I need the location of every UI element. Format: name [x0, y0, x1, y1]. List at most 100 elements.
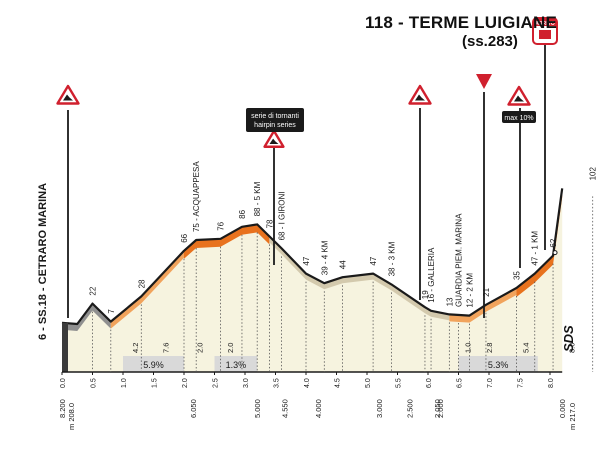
km-marker-label: 35 [512, 271, 521, 280]
km-marker-label: 22 [89, 286, 98, 295]
axis-tick-label: 5.5 [396, 378, 403, 388]
icon-layer: ARRIVO serie di tornanti hairpin series max… [56, 17, 558, 256]
marker-poles [67, 44, 594, 372]
warning-triangle-outline [408, 84, 432, 105]
km-marker-label: 66 [180, 233, 189, 242]
climb-band-light [110, 250, 184, 329]
km-marker-label: 62 [549, 238, 558, 247]
gradient-box [458, 356, 538, 372]
label-layer: 5.9% 1.3% 5.3% 4.2 7.6 2.0 2.0 1.0 2.8 5.4 8.0 8.0 2… [37, 161, 602, 430]
axis-tick-label: 4.5 [335, 378, 342, 388]
km-marker-label: 21 [482, 287, 491, 296]
km-marker-label: 68 - I GIRONI [278, 191, 287, 240]
km-marker-label: 39 - 4 KM [320, 240, 329, 275]
axis-tick-label: 1.0 [121, 378, 128, 388]
distance-remaining-label: 2.000 [436, 399, 445, 418]
km-marker-label: 47 [302, 256, 311, 265]
axis-tick-label: 0.5 [91, 378, 98, 388]
km-marker-label: 75 - ACQUAPPESA [192, 161, 201, 232]
brand-logo: SDS [561, 325, 576, 352]
axis-tick-label: 6.0 [426, 378, 433, 388]
km-marker-label: 12 - 2 KM [465, 273, 474, 308]
distance-remaining-label: 0.000 [558, 399, 567, 418]
max-gradient-box [502, 111, 536, 123]
start-warning-icon [56, 84, 80, 105]
final-climb-band-orange [516, 188, 563, 297]
km-marker-label: 13 [445, 297, 454, 306]
lower-value: 1.0 [464, 343, 473, 353]
hairpin-warning-icon [263, 129, 285, 148]
axis-tick-label: 5.0 [365, 378, 372, 388]
axis-tick-label: 7.5 [518, 378, 525, 388]
km-marker-label: 86 [238, 209, 247, 218]
km-marker-label: 44 [339, 260, 348, 269]
km-marker-label: 88 - 5 KM [253, 181, 262, 216]
km-marker-label: 16 - GALLERIA [427, 247, 436, 303]
distance-remaining-label: 2.050 [433, 399, 442, 418]
axis-tick-label: 1.5 [152, 378, 159, 388]
axis-tick-label: 3.5 [274, 378, 281, 388]
km-marker-label: 47 - 1 KM [531, 231, 540, 266]
km-marker-label: 76 [217, 221, 226, 230]
axis-tick-label: 0.0 [60, 378, 67, 388]
last-km-triangle-icon [476, 74, 492, 89]
gradient-label: 5.3% [488, 360, 509, 370]
altitude-label: m 217.0 [568, 403, 577, 430]
finish-title: 118 - TERME LUIGIANE [365, 13, 557, 32]
distance-remaining-label: 3.000 [375, 399, 384, 418]
axis-tick-label: 4.0 [304, 378, 311, 388]
distance-remaining-label: 6.050 [189, 399, 198, 418]
axis-tick-label: 8.0 [548, 378, 555, 388]
final-climb-band-light [449, 288, 517, 323]
start-block [62, 322, 68, 372]
start-label: 6 - SS.18 - CETRARO MARINA [37, 183, 49, 340]
warning-triangle-outline [263, 129, 285, 148]
finish-badge-label: ARRIVO [535, 21, 555, 27]
lower-value: 8.0 [567, 343, 576, 353]
finish-flag-icon: ARRIVO [532, 17, 558, 45]
climb-band-orange [184, 224, 270, 259]
distance-remaining-label: 2.500 [406, 399, 415, 418]
distance-remaining-label: 4.550 [281, 399, 290, 418]
km-marker-label: 78 [265, 219, 274, 228]
hairpin-note: serie di tornanti hairpin series [246, 108, 304, 132]
max-gradient-label: max 10% [504, 115, 533, 122]
lower-value: 2.0 [226, 343, 235, 353]
finish-road: (ss.283) [462, 33, 518, 50]
galleria-warning-icon [408, 84, 432, 105]
km-marker-label: 47 [369, 256, 378, 265]
hairpin-note-line1: serie di tornanti [251, 113, 299, 120]
descent-band [269, 236, 450, 321]
max-gradient-note: max 10% [502, 111, 536, 123]
axis-tick-label: 2.0 [182, 378, 189, 388]
km-marker-label: 19 [421, 290, 430, 299]
lower-value: 7.6 [162, 343, 171, 353]
axis-tick-label: 3.0 [243, 378, 250, 388]
gradient-box [123, 356, 184, 372]
distance-remaining-label: 5.000 [253, 399, 262, 418]
finish-badge-flag [539, 30, 551, 39]
hairpin-note-line2: hairpin series [254, 122, 296, 129]
altitude-label: m 208.0 [67, 403, 76, 430]
summit-dot [552, 250, 558, 256]
max-gradient-warning-icon [507, 85, 531, 106]
lower-value: 2.8 [485, 343, 494, 353]
warning-triangle-glyph [63, 94, 73, 101]
km-marker-label: 28 [137, 279, 146, 288]
axis-tick-label: 2.5 [213, 378, 220, 388]
warning-triangle-glyph [415, 94, 425, 101]
distance-remaining-label: 4.000 [314, 399, 323, 418]
lower-value: 8.0 [601, 343, 602, 353]
gradient-box [214, 356, 258, 372]
axis-tick-label: 6.5 [457, 378, 464, 388]
warning-triangle-glyph [514, 95, 524, 102]
gradient-label: 1.3% [226, 360, 247, 370]
km-marker-label: GUARDIA PIEM. MARINA [455, 213, 464, 307]
hairpin-note-box [246, 108, 304, 132]
km-marker-label: 38 - 3 KM [387, 241, 396, 276]
lower-value: 4.2 [131, 343, 140, 353]
warning-triangle-glyph [269, 138, 279, 145]
km-marker-label: 102 [589, 167, 598, 181]
